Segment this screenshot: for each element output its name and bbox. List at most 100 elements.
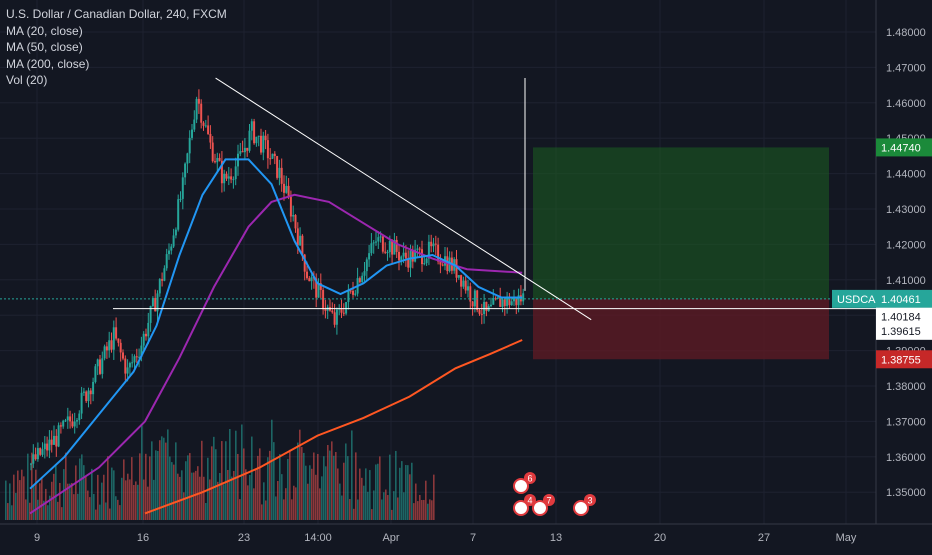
candle-body (287, 185, 290, 197)
volume-bar (199, 476, 201, 520)
candle-body (87, 390, 90, 402)
volume-bar (237, 453, 239, 520)
y-tick-label: 1.44000 (886, 169, 926, 181)
volume-bar (181, 470, 183, 520)
candle-body (191, 129, 193, 138)
volume-bar (247, 485, 249, 520)
event-flag-icon (532, 500, 548, 516)
volume-bar (113, 470, 115, 520)
volume-bar (249, 475, 251, 520)
loss-zone (533, 298, 829, 360)
candle-body (195, 98, 198, 120)
candle-body (384, 251, 387, 253)
volume-bar (109, 508, 111, 520)
candle-body (64, 420, 67, 422)
volume-bar (187, 455, 189, 520)
volume-bar (71, 482, 73, 520)
volume-bar (135, 481, 137, 520)
volume-bar (233, 471, 235, 520)
volume-bar (11, 505, 13, 520)
volume-bar (81, 454, 83, 520)
candle-body (411, 250, 414, 262)
event-marker: 4 (513, 494, 536, 516)
volume-bar (391, 509, 393, 520)
candle-body (476, 290, 479, 311)
last-price-tag-bg (876, 289, 932, 308)
volume-bar (211, 446, 213, 520)
volume-bar (9, 483, 11, 520)
candle-body (211, 142, 214, 162)
volume-bar (269, 450, 271, 520)
volume-bar (43, 500, 45, 520)
candle-body (57, 425, 60, 447)
volume-bar (255, 468, 257, 520)
candle-body (400, 256, 403, 261)
candle-body (227, 176, 230, 179)
volume-bar (169, 456, 171, 520)
candle-body (427, 241, 430, 259)
candle-body (257, 135, 260, 137)
candle-body (69, 416, 72, 422)
candle-body (289, 196, 292, 217)
x-tick-label: 7 (470, 532, 476, 544)
volume-bar (293, 485, 295, 520)
volume-bar (35, 469, 37, 520)
candle-body (315, 278, 318, 298)
candle-body (115, 327, 118, 339)
event-count-badge (584, 494, 596, 506)
candle-body (510, 301, 513, 306)
volume-bar (251, 436, 253, 520)
volume-bar (313, 452, 315, 520)
volume-bar (73, 494, 75, 520)
event-marker: 6 (513, 472, 536, 494)
volume-bar (403, 492, 405, 520)
candle-body (310, 277, 313, 282)
volume-bar (409, 474, 411, 520)
candle-body (255, 136, 258, 144)
take-profit-tag: 1.44740 (876, 138, 932, 157)
symbol-tag: USDCAD (832, 289, 884, 308)
candle-body (214, 161, 216, 163)
candle-body (158, 279, 161, 294)
volume-bar (355, 452, 357, 520)
volume-bar (175, 442, 177, 520)
volume-bar (343, 462, 345, 520)
volume-bar (159, 440, 161, 520)
candle-body (377, 237, 380, 242)
volume-bar (411, 462, 413, 520)
volume-bar (373, 490, 375, 520)
volume-bar (425, 480, 427, 520)
event-count: 6 (527, 474, 532, 484)
volume-bar (213, 436, 215, 520)
volume-bar (431, 500, 433, 520)
candle-body (225, 173, 228, 179)
volume-bar (59, 482, 61, 520)
candle-body (269, 158, 272, 160)
candle-body (375, 241, 377, 243)
volume-bar (17, 470, 19, 520)
candle-body (230, 176, 233, 180)
y-tick-label: 1.41000 (886, 275, 926, 287)
candle-body (223, 173, 226, 184)
candle-body (149, 306, 152, 323)
candle-body (388, 240, 391, 253)
legend-ma200: MA (200, close) (6, 56, 90, 71)
candle-body (204, 125, 207, 127)
volume-bar (121, 477, 123, 520)
support-tag-bg (876, 307, 932, 326)
volume-bar (253, 488, 255, 520)
volume-bar (257, 455, 259, 520)
volume-bar (85, 476, 87, 520)
candle-body (430, 241, 433, 247)
y-tick-label: 1.37000 (886, 416, 926, 428)
volume-bar (79, 458, 81, 520)
volume-bar (239, 499, 241, 520)
volume-bar (123, 459, 125, 520)
volume-bar (285, 488, 287, 520)
candle-body (66, 416, 69, 421)
volume-bar (183, 492, 185, 520)
volume-bar (21, 469, 23, 520)
y-tick-label: 1.46000 (886, 98, 926, 110)
